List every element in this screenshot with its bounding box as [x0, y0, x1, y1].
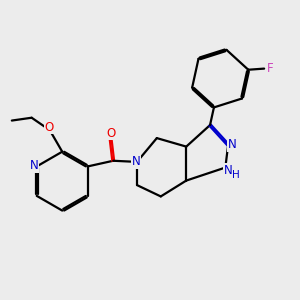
Text: F: F [266, 62, 273, 75]
Text: H: H [232, 170, 240, 181]
Text: O: O [45, 121, 54, 134]
Text: N: N [224, 164, 233, 177]
Text: N: N [132, 155, 141, 168]
Text: N: N [228, 138, 236, 152]
Text: O: O [106, 127, 116, 140]
Text: N: N [29, 159, 38, 172]
